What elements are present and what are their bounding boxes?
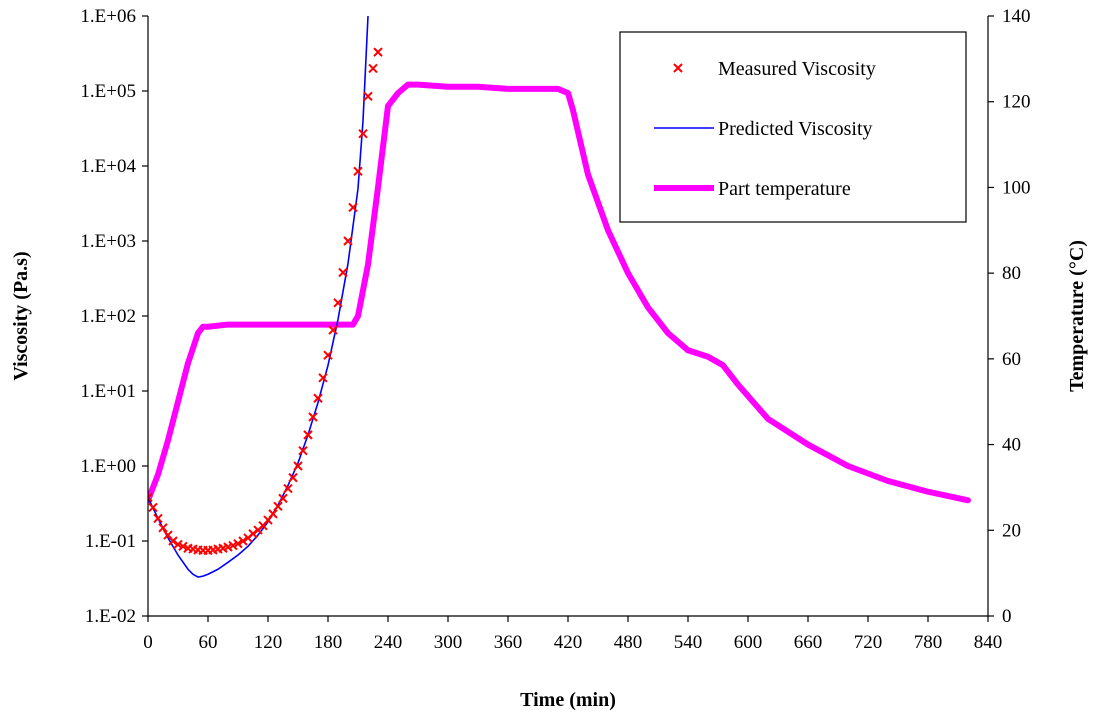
y-tick-label: 1.E+02 [80,306,136,327]
measured-viscosity-point [308,412,318,422]
x-tick-label: 240 [374,632,403,653]
measured-viscosity-point [358,128,368,139]
measured-viscosity-point [178,541,188,552]
y-tick-label: 1.E+05 [80,81,136,102]
y2-tick-label: 100 [1002,177,1031,198]
y2-tick-label: 20 [1002,520,1021,541]
measured-viscosity-point [173,539,183,550]
measured-viscosity-point [303,430,313,440]
measured-viscosity-point [288,472,298,483]
measured-viscosity-point [323,350,333,360]
measured-viscosity-point [363,91,373,102]
x-tick-label: 180 [314,632,343,653]
measured-viscosity-point [313,393,323,403]
x-tick-label: 840 [974,632,1003,653]
legend-label-predicted-viscosity: Predicted Viscosity [718,118,873,140]
x-tick-label: 360 [494,632,523,653]
legend-marker-measured-viscosity [673,63,683,73]
y-tick-label: 1.E-02 [85,606,136,627]
y-tick-label: 1.E+01 [80,381,136,402]
y-tick-label: 1.E+04 [80,156,136,177]
measured-viscosity-point [153,513,163,524]
series-points-measured-viscosity [148,47,383,556]
measured-viscosity-point [368,63,378,74]
series-line-part-temperature [148,81,971,504]
measured-viscosity-point [228,540,238,551]
measured-viscosity-point [343,236,353,246]
measured-viscosity-point [158,523,168,533]
measured-viscosity-point [273,501,283,512]
measured-viscosity-point [353,166,363,177]
legend-items: Measured Viscosity Predicted Viscosity Par… [654,58,876,200]
measured-viscosity-point [338,267,348,278]
measured-viscosity-point [293,461,303,471]
measured-viscosity-point [238,536,248,546]
x-tick-label: 600 [734,632,763,653]
y-tick-label: 1.E+00 [80,456,136,477]
legend: Measured Viscosity Predicted Viscosity Par… [619,31,967,223]
measured-viscosity-point [328,325,338,335]
measured-viscosity-point [283,483,293,494]
x-axis-title: Time (min) [520,689,616,711]
measured-viscosity-point [373,47,383,57]
legend-label-measured-viscosity: Measured Viscosity [718,58,876,80]
measured-viscosity-point [148,492,153,503]
y2-tick-label: 60 [1002,349,1021,370]
ticks-layer: 0 60 120 180 240 300 360 420 480 540 600 660 720 780 8… [80,6,1030,653]
measured-viscosity-point [298,445,308,456]
x-tick-label: 300 [434,632,463,653]
measured-viscosity-point [168,536,178,546]
x-tick-label: 420 [554,632,583,653]
measured-viscosity-point [333,298,343,308]
legend-label-part-temperature: Part temperature [718,178,851,200]
series-line-predicted-viscosity [148,16,369,578]
y-tick-label: 1.E+03 [80,231,136,252]
measured-viscosity-point [268,509,278,519]
measured-viscosity-point [348,202,358,213]
y2-tick-label: 120 [1002,92,1031,113]
measured-viscosity-point [148,502,158,513]
y-tick-label: 1.E-01 [85,531,136,552]
x-tick-label: 780 [914,632,943,653]
y-axis-title: Viscosity (Pa.s) [10,251,32,380]
measured-viscosity-point [318,373,328,383]
y2-tick-label: 80 [1002,263,1021,284]
y2-tick-label: 0 [1002,606,1012,627]
x-tick-label: 660 [794,632,823,653]
measured-viscosity-point [278,493,288,504]
y-tick-label: 1.E+06 [80,6,136,27]
y2-tick-label: 140 [1002,6,1031,27]
x-tick-label: 540 [674,632,703,653]
series-layer [148,16,971,578]
x-tick-label: 120 [254,632,283,653]
y2-axis-title: Temperature (°C) [1066,240,1088,392]
measured-viscosity-point [233,539,243,549]
x-tick-label: 60 [199,632,218,653]
y2-tick-label: 40 [1002,435,1021,456]
x-tick-label: 720 [854,632,883,653]
x-tick-label: 0 [143,632,153,653]
x-tick-label: 480 [614,632,643,653]
